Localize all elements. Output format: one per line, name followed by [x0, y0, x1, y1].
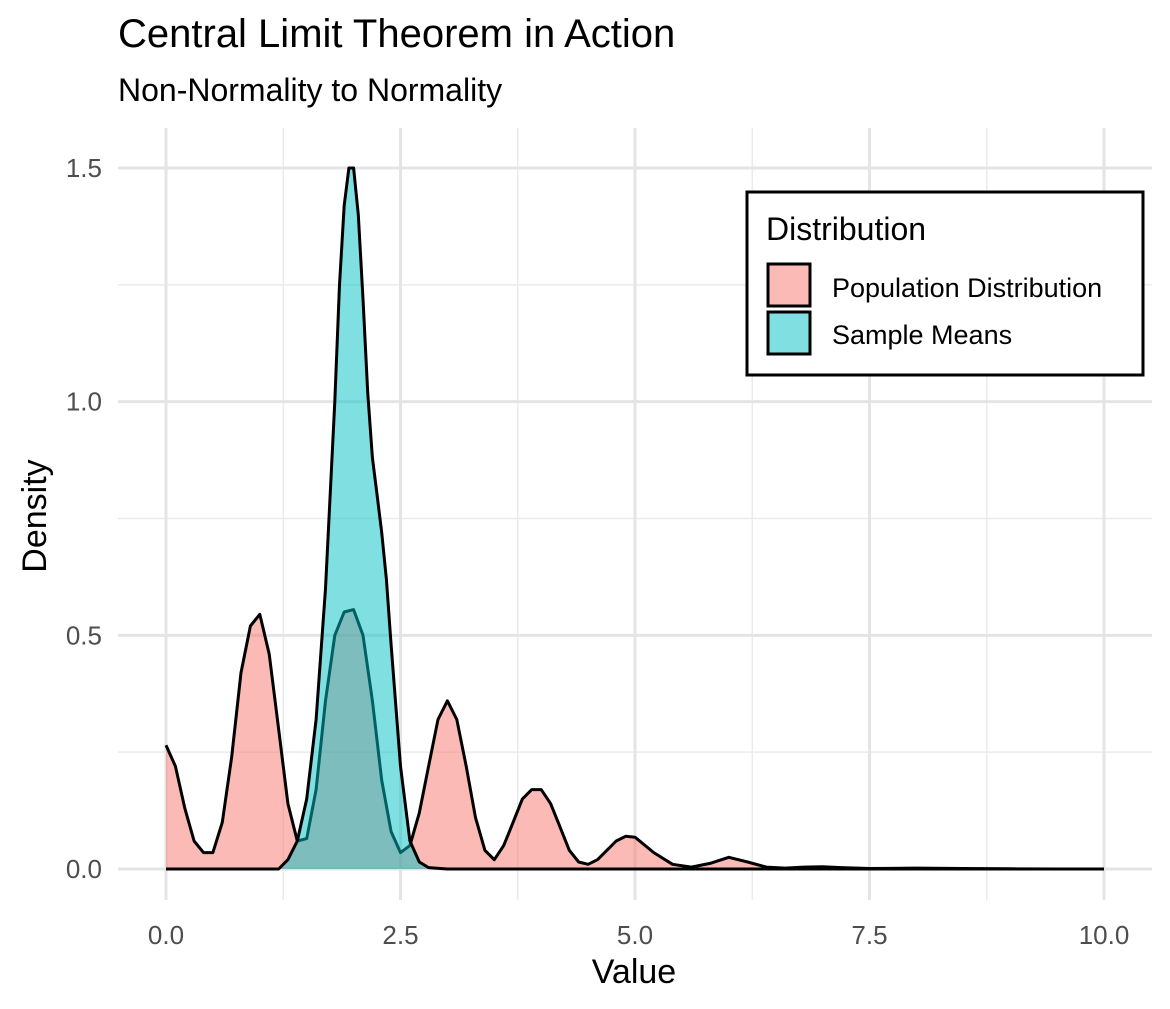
- series-layer: [164, 166, 1104, 871]
- legend-label-population: Population Distribution: [832, 273, 1102, 303]
- y-tick-label: 0.0: [66, 854, 102, 884]
- legend-swatch-population: [766, 262, 812, 308]
- legend-swatch-sample-means: [766, 310, 812, 356]
- legend-label-sample-means: Sample Means: [832, 320, 1012, 350]
- legend-box: [745, 190, 1145, 377]
- x-tick-label: 2.5: [382, 920, 418, 950]
- series-line-sample-means: [166, 166, 1104, 871]
- y-tick-label: 0.5: [66, 620, 102, 650]
- x-axis-label: Value: [592, 953, 676, 991]
- tick-labels: 0.0 2.5 5.0 7.5 10.0 0.0 0.5 1.0 1.5: [66, 153, 1129, 950]
- x-tick-label: 10.0: [1079, 920, 1130, 950]
- y-axis-label: Density: [16, 459, 54, 572]
- x-tick-label: 5.0: [617, 920, 653, 950]
- chart-title: Central Limit Theorem in Action: [118, 12, 676, 56]
- y-tick-label: 1.5: [66, 153, 102, 183]
- series-line-population-distribution: [164, 608, 1104, 871]
- series-area-sample-means: [166, 168, 1104, 869]
- x-tick-label: 7.5: [851, 920, 887, 950]
- y-tick-label: 1.0: [66, 387, 102, 417]
- x-tick-label: 0.0: [148, 920, 184, 950]
- legend-title: Distribution: [766, 211, 926, 247]
- legend: Distribution Population Distribution Sam…: [745, 190, 1145, 377]
- chart-subtitle: Non-Normality to Normality: [118, 72, 503, 108]
